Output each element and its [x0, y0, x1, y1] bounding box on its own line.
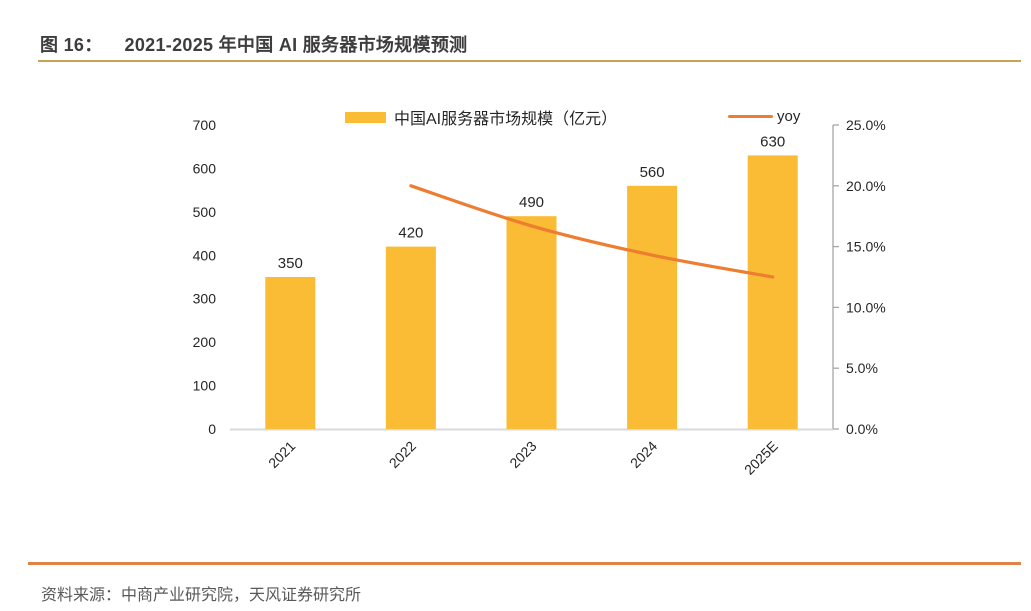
bar-value-label: 420: [398, 225, 423, 242]
bar-value-label: 560: [640, 164, 665, 181]
left-axis-tick-label: 100: [193, 378, 217, 394]
yoy-line: [409, 184, 775, 279]
left-axis-tick-label: 400: [193, 247, 217, 263]
legend-item-market-size: 中国AI服务器市场规模（亿元）: [345, 105, 617, 129]
right-axis-tick-label: 10.0%: [846, 299, 886, 315]
x-axis-category-label: 2024: [627, 438, 660, 471]
bar-value-label: 350: [278, 255, 303, 272]
x-axis-category-label: 2023: [506, 438, 539, 471]
right-axis-tick-label: 15.0%: [846, 239, 886, 255]
line-series-label: yoy: [777, 108, 801, 125]
bar-value-label: 490: [519, 194, 544, 211]
left-axis-tick-label: 200: [193, 334, 217, 350]
x-axis-category-label: 2021: [265, 438, 298, 471]
bar-2022: [385, 246, 436, 429]
footer-divider-line: [28, 562, 1021, 565]
bar-series-swatch: [345, 111, 386, 123]
left-axis-tick-label: 600: [193, 160, 217, 176]
line-series-swatch: [728, 114, 773, 119]
x-axis-category-label: 2022: [386, 438, 419, 471]
left-axis-tick-label: 0: [208, 421, 216, 437]
title-divider-line: [38, 60, 1021, 62]
figure-header: 图 16： 2021-2025 年中国 AI 服务器市场规模预测: [40, 31, 467, 57]
right-axis-tick-label: 25.0%: [846, 117, 886, 133]
right-axis-tick-label: 0.0%: [846, 421, 878, 437]
bar-series-label: 中国AI服务器市场规模（亿元）: [394, 111, 618, 128]
right-axis-tick-label: 20.0%: [846, 178, 886, 194]
bar-2025E: [747, 155, 798, 429]
figure-title: 2021-2025 年中国 AI 服务器市场规模预测: [124, 35, 468, 55]
bar-2021: [265, 277, 316, 429]
left-axis-tick-label: 700: [193, 117, 217, 133]
source-note: 资料来源：中商产业研究院，天风证券研究所: [41, 587, 362, 604]
right-axis-tick-label: 5.0%: [846, 360, 878, 376]
bar-2023: [506, 216, 557, 429]
bar-value-label: 630: [760, 133, 785, 150]
x-axis-category-label: 2025E: [741, 438, 781, 478]
left-axis-tick-label: 500: [193, 204, 217, 220]
legend-item-yoy: yoy: [728, 108, 800, 125]
bar-2024: [627, 185, 678, 429]
figure-number-label: 图 16：: [40, 35, 103, 55]
left-axis-tick-label: 300: [193, 291, 217, 307]
